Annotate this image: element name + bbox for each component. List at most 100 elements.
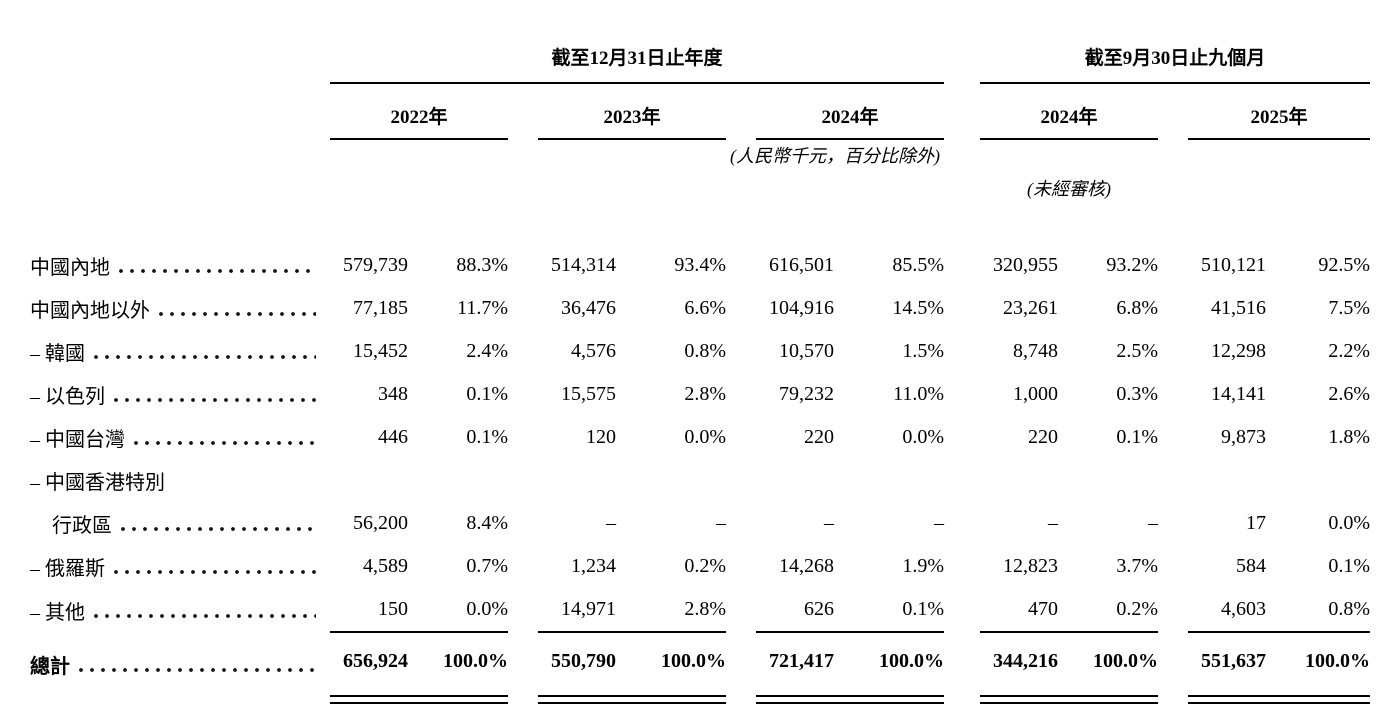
amount-cell: 77,185	[353, 297, 408, 319]
percentage-cell: 1.5%	[902, 340, 944, 362]
amount-cell: 721,417	[756, 631, 834, 696]
amount-cell: –	[1048, 512, 1058, 534]
double-rule	[1188, 695, 1266, 704]
amount-cell: 626	[804, 598, 834, 620]
column-gap-cell	[944, 330, 980, 373]
percentage-cell	[834, 459, 944, 502]
column-gap-cell	[944, 696, 980, 703]
double-rule	[330, 695, 408, 704]
percentage-cell: 8.4%	[466, 512, 508, 534]
percentage-cell: 3.7%	[1116, 555, 1158, 577]
percentage-cell: 1.9%	[902, 555, 944, 577]
percentage-cell: 0.0%	[902, 426, 944, 448]
row-label-cell: 中國內地以外	[30, 287, 330, 330]
currency-note-row: (人民幣千元，百分比除外)	[30, 139, 1370, 170]
amount-cell: 8,748	[1013, 340, 1058, 362]
amount-cell: 17	[1246, 512, 1266, 534]
column-gap-cell	[726, 244, 756, 287]
column-gap-cell	[726, 416, 756, 459]
percentage-cell: 0.2%	[1116, 598, 1158, 620]
column-gap-cell	[508, 588, 538, 632]
percentage-cell: 2.2%	[1328, 340, 1370, 362]
column-gap-cell	[726, 373, 756, 416]
amount-cell: 348	[378, 383, 408, 405]
total-double-rule-row	[30, 695, 1370, 704]
currency-note: (人民幣千元，百分比除外)	[730, 146, 940, 166]
column-gap-cell	[726, 502, 756, 545]
amount-cell: 79,232	[779, 383, 834, 405]
amount-cell	[330, 459, 408, 502]
table-row: – 韓國 15,452 2.4% 4,576 0.8% 10,570 1.5% 8,748 2.…	[30, 330, 1370, 373]
amount-cell: 656,924	[330, 631, 408, 696]
percentage-cell: 0.3%	[1116, 383, 1158, 405]
column-gap-cell	[726, 632, 756, 696]
double-rule	[538, 695, 616, 704]
unaudited-note-row: (未經審核)	[30, 170, 1370, 206]
amount-cell: 616,501	[769, 254, 834, 276]
row-label: 總計	[30, 655, 70, 678]
amount-cell: 15,452	[353, 340, 408, 362]
period-group-annual: 截至12月31日止年度	[330, 0, 944, 84]
group-gap-cell	[944, 0, 980, 83]
percentage-cell: 88.3%	[456, 254, 508, 276]
percentage-cell: 0.0%	[684, 426, 726, 448]
amount-cell: 41,516	[1211, 297, 1266, 319]
percentage-cell: 2.8%	[684, 383, 726, 405]
percentage-cell: 0.0%	[466, 598, 508, 620]
amount-cell: 23,261	[1003, 297, 1058, 319]
year-header-2023: 2023年	[538, 83, 726, 140]
percentage-cell: –	[934, 512, 944, 534]
percentage-cell: 6.8%	[1116, 297, 1158, 319]
row-label: 中國內地以外	[30, 300, 150, 322]
column-gap-cell	[944, 545, 980, 588]
column-gap-cell	[508, 373, 538, 416]
column-gap-cell	[726, 287, 756, 330]
double-rule	[980, 695, 1058, 704]
column-gap-cell	[1158, 545, 1188, 588]
amount-cell	[1188, 459, 1266, 502]
percentage-cell	[616, 459, 726, 502]
dot-leader	[114, 398, 316, 402]
year-header-row: 2022年 2023年 2024年 2024年 2025年	[30, 83, 1370, 140]
period-group-row: 截至12月31日止年度 截至9月30日止九個月	[30, 0, 1370, 84]
percentage-cell: 100.0%	[616, 631, 726, 696]
percentage-cell: 11.7%	[457, 297, 508, 319]
column-gap-cell	[30, 696, 330, 703]
percentage-cell: 0.8%	[1328, 598, 1370, 620]
column-gap-cell	[1158, 416, 1188, 459]
column-gap-cell	[508, 244, 538, 287]
amount-cell: 150	[378, 598, 408, 620]
percentage-cell: 100.0%	[1058, 631, 1158, 696]
column-gap-cell	[508, 416, 538, 459]
dot-leader	[114, 570, 316, 574]
column-gap-cell	[1158, 287, 1188, 330]
percentage-cell: 100.0%	[1266, 631, 1370, 696]
column-gap-cell	[508, 287, 538, 330]
amount-cell: 14,268	[779, 555, 834, 577]
column-gap-cell	[944, 244, 980, 287]
percentage-cell: 85.5%	[892, 254, 944, 276]
row-label-cell: 行政區	[30, 502, 330, 545]
percentage-cell: 0.7%	[466, 555, 508, 577]
amount-cell: –	[824, 512, 834, 534]
amount-cell: 550,790	[538, 631, 616, 696]
percentage-cell: –	[716, 512, 726, 534]
amount-cell: 579,739	[343, 254, 408, 276]
row-label-cell: – 韓國	[30, 330, 330, 373]
column-gap-cell	[944, 373, 980, 416]
percentage-cell: 100.0%	[834, 631, 944, 696]
column-gap-cell	[944, 502, 980, 545]
column-gap-cell	[508, 632, 538, 696]
table-body: 中國內地 579,739 88.3% 514,314 93.4% 616,501 85.5%…	[30, 244, 1370, 704]
header-body-spacer	[30, 206, 1370, 244]
column-gap-cell	[726, 696, 756, 703]
row-label: – 以色列	[30, 386, 105, 408]
amount-cell: 584	[1236, 555, 1266, 577]
column-gap-cell	[1158, 330, 1188, 373]
percentage-cell: 0.1%	[466, 426, 508, 448]
amount-cell: 220	[804, 426, 834, 448]
percentage-cell: 0.1%	[1328, 555, 1370, 577]
column-gap-cell	[508, 330, 538, 373]
amount-cell: 9,873	[1221, 426, 1266, 448]
column-gap-cell	[726, 588, 756, 632]
